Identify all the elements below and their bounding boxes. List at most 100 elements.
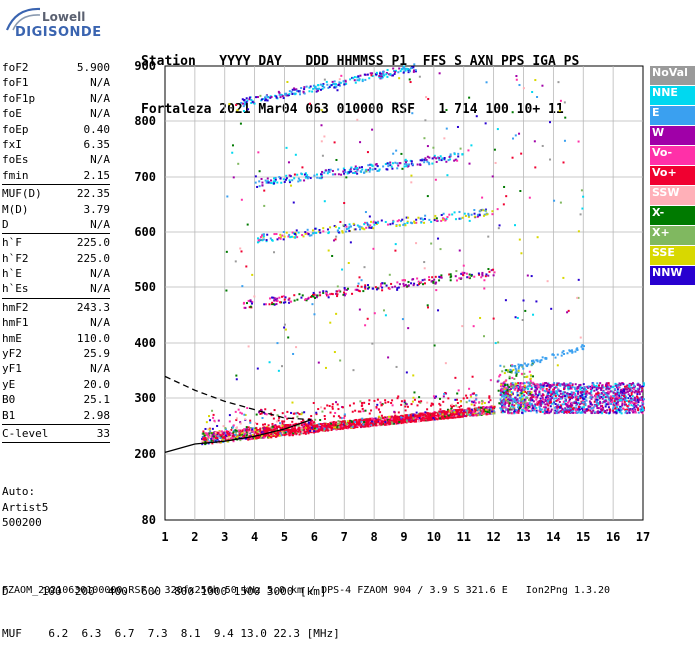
echo-mark <box>303 411 305 413</box>
echo-mark <box>631 410 633 412</box>
echo-mark <box>478 272 480 274</box>
echo-mark <box>505 379 507 381</box>
echo-mark <box>562 403 564 405</box>
echo-mark <box>402 283 404 285</box>
echo-mark <box>516 387 518 389</box>
echo-mark <box>335 226 337 228</box>
echo-mark <box>363 172 365 174</box>
echo-mark <box>424 411 426 413</box>
echo-mark <box>588 385 590 387</box>
echo-mark <box>335 159 337 161</box>
echo-mark <box>612 407 614 409</box>
echo-mark <box>387 422 389 424</box>
echo-mark <box>503 381 505 383</box>
echo-mark <box>346 423 348 425</box>
echo-mark <box>636 393 638 395</box>
echo-mark <box>438 279 440 281</box>
echo-mark <box>504 372 506 374</box>
echo-mark <box>423 159 425 161</box>
echo-mark <box>599 401 601 403</box>
echo-mark <box>449 156 451 158</box>
echo-mark <box>284 181 286 183</box>
echo-mark <box>545 397 547 399</box>
echo-mark <box>368 399 370 401</box>
echo-mark <box>639 393 641 395</box>
echo-mark <box>305 298 307 300</box>
echo-mark <box>416 277 418 279</box>
echo-mark <box>248 300 250 302</box>
echo-mark <box>385 314 387 316</box>
echo-mark <box>302 431 304 433</box>
echo-mark <box>270 179 272 181</box>
echo-mark <box>619 409 621 411</box>
echo-mark <box>290 430 292 432</box>
echo-mark <box>288 434 290 436</box>
echo-mark <box>241 430 243 432</box>
echo-mark <box>505 387 507 389</box>
echo-mark <box>519 397 521 399</box>
echo-mark <box>507 400 509 402</box>
echo-mark <box>392 222 394 224</box>
echo-mark <box>432 157 434 159</box>
echo-mark <box>463 410 465 412</box>
echo-mark <box>343 417 345 419</box>
echo-mark <box>609 408 611 410</box>
echo-mark <box>404 405 406 407</box>
echo-mark <box>386 76 388 78</box>
echo-mark <box>587 406 589 408</box>
echo-mark <box>332 170 334 172</box>
echo-mark <box>356 167 358 169</box>
echo-mark <box>359 225 361 227</box>
echo-mark <box>336 293 338 295</box>
echo-mark <box>411 420 413 422</box>
echo-mark <box>303 179 305 181</box>
echo-mark <box>402 415 404 417</box>
echo-mark <box>626 405 628 407</box>
echo-mark <box>433 279 435 281</box>
echo-mark <box>347 288 349 290</box>
echo-mark <box>617 404 619 406</box>
echo-mark <box>487 275 489 277</box>
echo-mark <box>623 390 625 392</box>
echo-mark <box>331 293 333 295</box>
echo-mark <box>419 76 421 78</box>
echo-mark <box>336 290 338 292</box>
echo-mark <box>310 85 312 87</box>
echo-mark <box>404 163 406 165</box>
echo-mark <box>515 375 517 377</box>
echo-mark <box>614 400 616 402</box>
echo-mark <box>362 424 364 426</box>
echo-mark <box>632 402 634 404</box>
echo-mark <box>275 303 277 305</box>
echo-mark <box>544 406 546 408</box>
echo-mark <box>519 384 521 386</box>
echo-mark <box>292 89 294 91</box>
echo-mark <box>428 219 430 221</box>
echo-mark <box>606 384 608 386</box>
echo-mark <box>503 203 505 205</box>
echo-mark <box>592 407 594 409</box>
echo-mark <box>288 429 290 431</box>
echo-mark <box>243 110 245 112</box>
echo-mark <box>460 400 462 402</box>
echo-mark <box>223 425 225 427</box>
echo-mark <box>213 435 215 437</box>
echo-mark <box>579 397 581 399</box>
echo-mark <box>542 411 544 413</box>
echo-mark <box>254 429 256 431</box>
echo-mark <box>513 378 515 380</box>
echo-mark <box>273 303 275 305</box>
echo-mark <box>598 384 600 386</box>
echo-mark <box>310 422 312 424</box>
echo-mark <box>424 215 426 217</box>
echo-mark <box>247 439 249 441</box>
echo-mark <box>479 210 481 212</box>
echo-mark <box>259 413 261 415</box>
echo-mark <box>205 432 207 434</box>
echo-mark <box>320 173 322 175</box>
echo-mark <box>538 402 540 404</box>
echo-mark <box>471 403 473 405</box>
echo-mark <box>259 185 261 187</box>
echo-mark <box>223 436 225 438</box>
echo-mark <box>466 401 468 403</box>
